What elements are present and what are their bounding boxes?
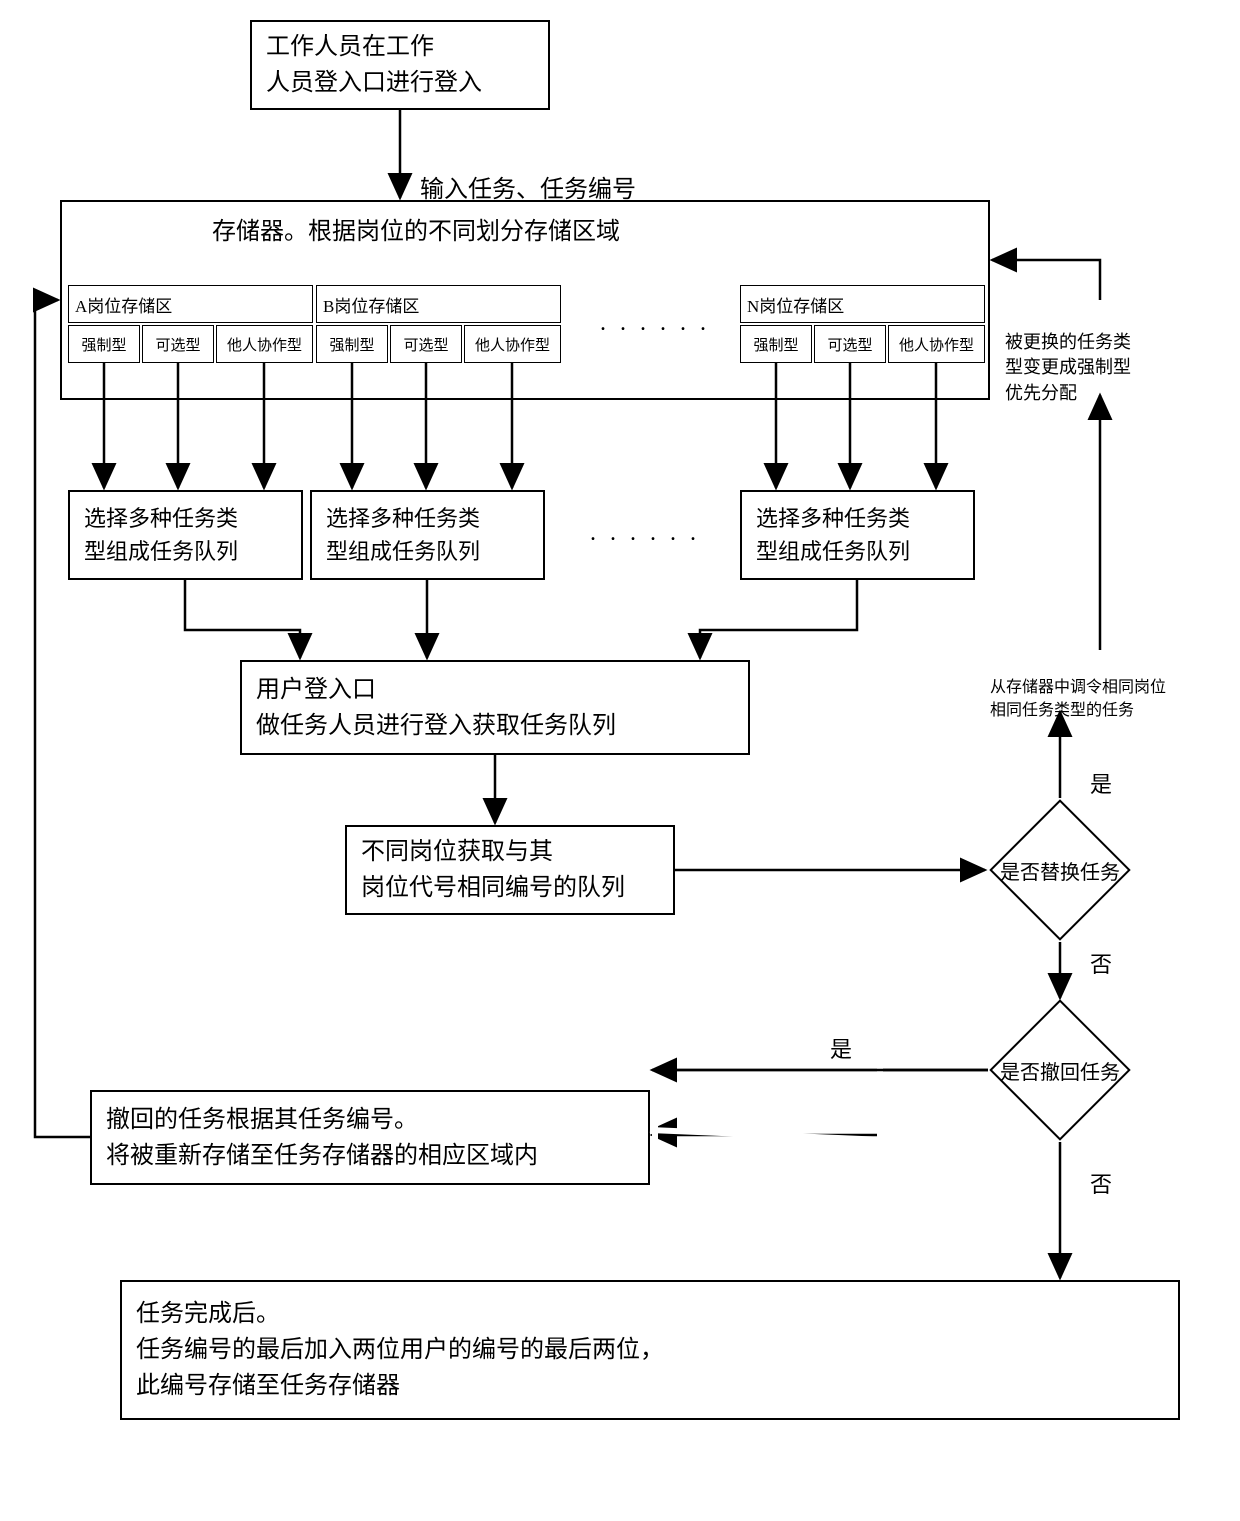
storage-b-cell-2: 他人协作型	[464, 325, 561, 363]
node-fetch-queue: 不同岗位获取与其 岗位代号相同编号的队列	[345, 825, 675, 915]
text: . . . . . .	[600, 310, 710, 336]
storage-b-cell-1: 可选型	[390, 325, 462, 363]
storage-group-n-title: N岗位存储区	[740, 285, 985, 323]
queue-box-a: 选择多种任务类 型组成任务队列	[68, 490, 303, 580]
storage-group-b-title: B岗位存储区	[316, 285, 561, 323]
label-yes-d1: 是	[1090, 770, 1112, 801]
decision-replace-task	[989, 799, 1130, 940]
text: 他人协作型	[475, 334, 550, 355]
storage-n-cell-0: 强制型	[740, 325, 812, 363]
text: 是	[1090, 772, 1112, 797]
edge-label-input-task: 输入任务、任务编号	[420, 140, 636, 207]
text: 他人协作型	[227, 334, 302, 355]
text: 是	[830, 1037, 852, 1062]
storage-a-cell-1: 可选型	[142, 325, 214, 363]
text: 任务完成后。 任务编号的最后加入两位用户的编号的最后两位， 此编号存储至任务存储…	[136, 1296, 664, 1404]
decision-recall-task	[989, 999, 1130, 1140]
text: 存储器。根据岗位的不同划分存储区域	[212, 214, 620, 250]
text: 否	[1090, 952, 1112, 977]
text: A岗位存储区	[75, 292, 172, 317]
text: 否	[1090, 1172, 1112, 1197]
text: 强制型	[753, 334, 798, 355]
label-no-d1: 否	[1090, 950, 1112, 981]
text: 从存储器中调令相同岗位 相同任务类型的任务	[990, 679, 1166, 718]
node-task-complete: 任务完成后。 任务编号的最后加入两位用户的编号的最后两位， 此编号存储至任务存储…	[120, 1280, 1180, 1420]
text: 可选型	[403, 334, 448, 355]
node-staff-login: 工作人员在工作 人员登入口进行登入	[250, 20, 550, 110]
text: 选择多种任务类 型组成任务队列	[756, 502, 910, 568]
text: 选择多种任务类 型组成任务队列	[326, 502, 480, 568]
storage-group-a-title: A岗位存储区	[68, 285, 313, 323]
text: 用户登入口 做任务人员进行登入获取任务队列	[256, 672, 616, 744]
storage-a-cell-2: 他人协作型	[216, 325, 313, 363]
text: 选择多种任务类 型组成任务队列	[84, 502, 238, 568]
text: 强制型	[81, 334, 126, 355]
ellipsis-storage: . . . . . .	[600, 310, 710, 337]
node-user-login: 用户登入口 做任务人员进行登入获取任务队列	[240, 660, 750, 755]
node-recall-restore: 撤回的任务根据其任务编号。 将被重新存储至任务存储器的相应区域内	[90, 1090, 650, 1185]
storage-n-cell-1: 可选型	[814, 325, 886, 363]
queue-box-n: 选择多种任务类 型组成任务队列	[740, 490, 975, 580]
side-label-forced-priority: 被更换的任务类 型变更成强制型 优先分配	[1005, 305, 1235, 406]
text: . . . . . .	[590, 520, 700, 546]
label-yes-d2: 是	[830, 1035, 852, 1066]
label-no-d2: 否	[1090, 1170, 1112, 1201]
storage-b-cell-0: 强制型	[316, 325, 388, 363]
text: 撤回的任务根据其任务编号。 将被重新存储至任务存储器的相应区域内	[106, 1102, 538, 1174]
side-label-fetch-same: 从存储器中调令相同岗位 相同任务类型的任务	[990, 655, 1240, 722]
text: B岗位存储区	[323, 292, 419, 317]
queue-box-b: 选择多种任务类 型组成任务队列	[310, 490, 545, 580]
text: 输入任务、任务编号	[420, 177, 636, 203]
storage-a-cell-0: 强制型	[68, 325, 140, 363]
text: 不同岗位获取与其 岗位代号相同编号的队列	[361, 834, 625, 906]
text: N岗位存储区	[747, 292, 844, 317]
text: 可选型	[155, 334, 200, 355]
text: 强制型	[329, 334, 374, 355]
text: 工作人员在工作 人员登入口进行登入	[266, 29, 482, 101]
ellipsis-queue: . . . . . .	[590, 520, 700, 547]
text: 可选型	[827, 334, 872, 355]
storage-n-cell-2: 他人协作型	[888, 325, 985, 363]
text: 他人协作型	[899, 334, 974, 355]
text: 被更换的任务类 型变更成强制型 优先分配	[1005, 332, 1131, 402]
